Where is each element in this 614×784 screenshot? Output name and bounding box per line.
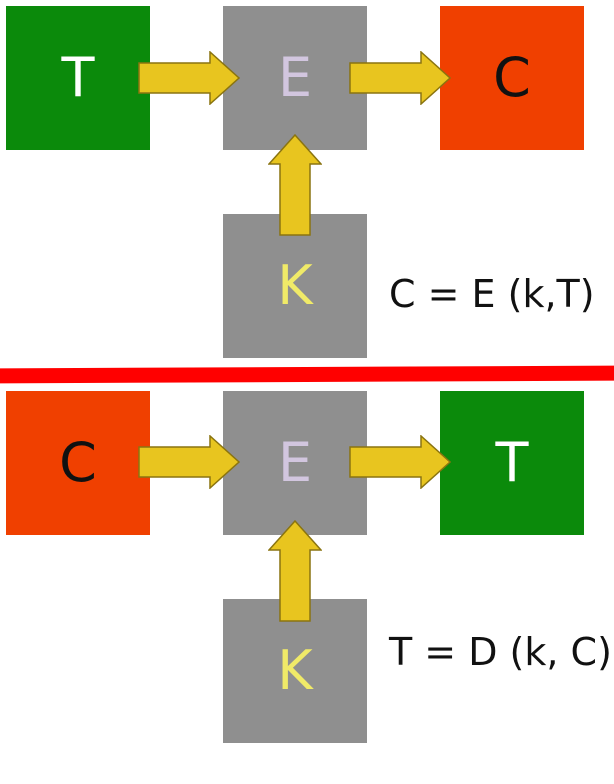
bottom-formula: T = D (k, C) xyxy=(389,630,612,674)
bottom-key-arrow xyxy=(268,520,322,622)
top-plaintext-box: T xyxy=(6,6,150,150)
bottom-plaintext-box: T xyxy=(440,391,584,535)
top-encrypt-label: E xyxy=(277,46,313,109)
top-encrypt-box: E xyxy=(223,6,367,150)
bottom-key-box: K xyxy=(223,599,367,743)
top-key-box: K xyxy=(223,214,367,358)
bottom-decrypt-label: E xyxy=(277,431,313,494)
top-plaintext-label: T xyxy=(61,46,95,109)
bottom-ciphertext-label: C xyxy=(59,431,97,494)
bottom-input-arrow xyxy=(138,435,240,489)
top-key-arrow xyxy=(268,134,322,236)
top-ciphertext-label: C xyxy=(493,46,531,109)
top-input-arrow xyxy=(138,51,240,105)
top-formula: C = E (k,T) xyxy=(389,272,595,316)
section-divider xyxy=(0,365,614,384)
top-output-arrow xyxy=(349,51,451,105)
top-ciphertext-box: C xyxy=(440,6,584,150)
bottom-ciphertext-box: C xyxy=(6,391,150,535)
top-key-label: K xyxy=(277,254,313,317)
bottom-key-label: K xyxy=(277,639,313,702)
bottom-decrypt-box: E xyxy=(223,391,367,535)
bottom-output-arrow xyxy=(349,435,451,489)
bottom-plaintext-label: T xyxy=(495,431,529,494)
